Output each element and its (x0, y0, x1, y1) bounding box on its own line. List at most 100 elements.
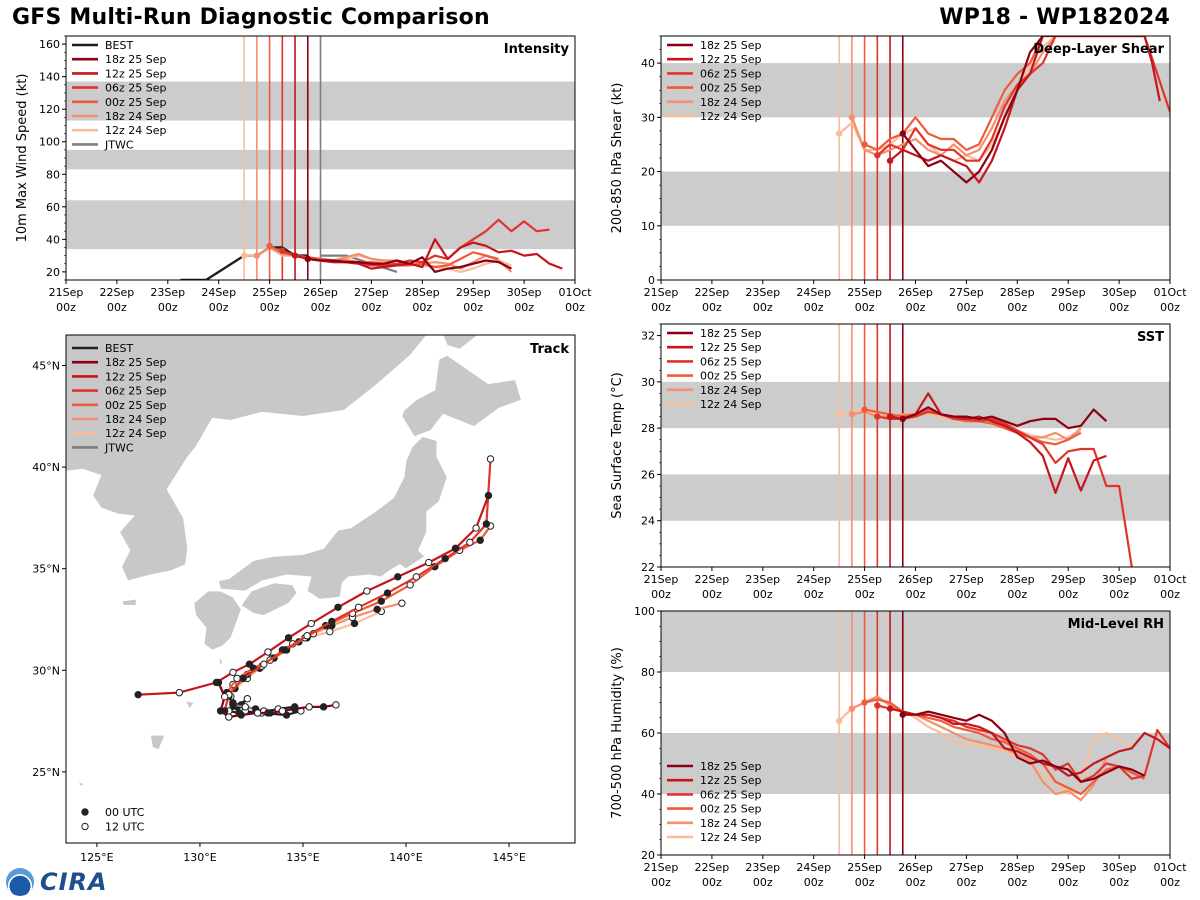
track-legend-label: BEST (105, 342, 133, 355)
track-ytick-label: 25°N (32, 766, 60, 779)
track-marker-legend-swatch (81, 808, 89, 816)
rh-xtick-sublabel: 00z (753, 876, 773, 889)
rh-legend-label: 12z 24 Sep (700, 831, 762, 844)
rh-xtick-label: 30Sep (1102, 861, 1137, 874)
track-point-00utc (134, 690, 142, 699)
track-marker-legend-label: 12 UTC (105, 821, 145, 834)
sst-ytick-label: 24 (641, 515, 655, 528)
shear-xtick-label: 30Sep (1102, 286, 1137, 299)
shear-ytick-label: 30 (641, 111, 655, 124)
rh-band-1 (661, 611, 1170, 672)
track-point-00utc (216, 707, 225, 715)
sst-xtick-sublabel: 00z (1058, 588, 1078, 601)
rh-xtick-sublabel: 00z (1160, 876, 1180, 889)
track-xtick-label: 140°E (389, 851, 422, 864)
intensity-xtick-label: 27Sep (354, 286, 389, 299)
track-point-12utc (472, 524, 480, 532)
intensity-legend-label: 00z 25 Sep (105, 96, 167, 109)
land-layer (66, 335, 522, 787)
shear-ytick-label: 40 (641, 57, 655, 70)
shear-xtick-label: 25Sep (847, 286, 882, 299)
sst-ytick-label: 28 (641, 422, 655, 435)
intensity-ytick-label: 120 (39, 103, 60, 116)
shear-xtick-label: 22Sep (695, 286, 730, 299)
land-tanegashima (218, 655, 224, 668)
rh-xtick-sublabel: 00z (1058, 876, 1078, 889)
sst-panel: 22 24 26 28 30 32 21Sep 00z 22Sep 00z 23Sep 00z 24Se… (610, 323, 1187, 601)
track-ytick-label: 45°N (32, 359, 60, 372)
land-sakhalin (442, 335, 479, 350)
sst-legend-label: 18z 25 Sep (700, 327, 762, 340)
track-series-06z-25-sep (223, 458, 492, 712)
rh-xtick-sublabel: 00z (957, 876, 977, 889)
track-point-00utc (334, 603, 342, 611)
shear-xtick-label: 21Sep (644, 286, 679, 299)
intensity-init-marker-06z-25-sep (279, 247, 286, 254)
track-panel-title: Track (530, 342, 569, 357)
intensity-legend-label: JTWC (104, 138, 134, 151)
sst-init-marker-06z-25-sep (874, 413, 881, 420)
track-point-12utc (175, 688, 184, 697)
track-point-00utc (383, 589, 392, 597)
land-honshu (218, 436, 448, 600)
land-kyushu (193, 590, 242, 651)
intensity-xtick-sublabel: 00z (463, 301, 483, 314)
intensity-legend-label: 06z 25 Sep (105, 82, 167, 95)
intensity-xtick-label: 29Sep (456, 286, 491, 299)
track-frame (65, 334, 576, 844)
track-point-12utc (233, 674, 241, 683)
intensity-ytick-label: 140 (39, 71, 60, 84)
intensity-panel-title: Intensity (504, 42, 570, 57)
rh-ytick-label: 60 (641, 727, 655, 740)
track-point-00utc (373, 605, 381, 614)
intensity-legend-label: BEST (105, 39, 133, 52)
shear-xtick-sublabel: 00z (906, 301, 926, 314)
sst-xtick-label: 23Sep (745, 573, 780, 586)
rh-xtick-sublabel: 00z (906, 876, 926, 889)
rh-xtick-label: 28Sep (1000, 861, 1035, 874)
rh-init-marker-18z-25-sep (899, 711, 906, 718)
intensity-ytick-label: 60 (46, 201, 60, 214)
track-ytick-label: 30°N (32, 664, 60, 677)
track-legend-label: 18z 25 Sep (105, 356, 167, 369)
rh-ytick-label: 20 (641, 849, 655, 862)
track-point-12utc (307, 619, 315, 628)
intensity-legend-label: 18z 24 Sep (105, 110, 167, 123)
intensity-legend-label: 12z 25 Sep (105, 67, 167, 80)
track-point-00utc (482, 520, 491, 528)
shear-xtick-sublabel: 00z (702, 301, 722, 314)
rh-legend-label: 18z 24 Sep (700, 817, 762, 830)
shear-series-06z-25-sep (876, 36, 1170, 162)
intensity-xtick-label: 22Sep (100, 286, 135, 299)
intensity-xtick-label: 28Sep (405, 286, 440, 299)
intensity-xtick-sublabel: 00z (565, 301, 585, 314)
track-marker-legend-label: 00 UTC (105, 806, 145, 819)
sst-band-0 (661, 474, 1170, 521)
shear-legend-label: 18z 24 Sep (700, 96, 762, 109)
rh-xtick-sublabel: 00z (855, 876, 875, 889)
intensity-panel: 20 40 60 80 100 120 140 160 21Sep 00z 22Sep 00z 23Se… (15, 35, 592, 314)
rh-xtick-label: 21Sep (644, 861, 679, 874)
sst-xtick-sublabel: 00z (702, 588, 722, 601)
sst-init-marker-00z-25-sep (861, 406, 868, 413)
track-point-12utc (412, 573, 421, 581)
sst-xtick-label: 25Sep (847, 573, 882, 586)
track-point-12utc (363, 587, 371, 595)
rh-init-marker-12z-25-sep (886, 705, 894, 712)
track-point-00utc (441, 554, 449, 563)
shear-init-marker-18z-24-sep (848, 114, 856, 121)
track-xtick-label: 125°E (80, 851, 113, 864)
track-point-00utc (350, 619, 359, 628)
sst-legend-label: 18z 24 Sep (700, 384, 762, 397)
track-point-00utc (229, 699, 237, 707)
shear-legend-label: 00z 25 Sep (700, 82, 762, 95)
rh-panel-title: Mid-Level RH (1068, 617, 1164, 632)
sst-ytick-label: 26 (641, 468, 655, 481)
shear-xtick-sublabel: 00z (855, 301, 875, 314)
intensity-ylabel: 10m Max Wind Speed (kt) (15, 74, 30, 243)
sst-xtick-sublabel: 00z (1160, 588, 1180, 601)
track-point-00utc (245, 660, 254, 668)
track-point-00utc (319, 703, 328, 711)
track-ytick-label: 35°N (32, 563, 60, 576)
noaa-logo-icon (6, 868, 34, 896)
